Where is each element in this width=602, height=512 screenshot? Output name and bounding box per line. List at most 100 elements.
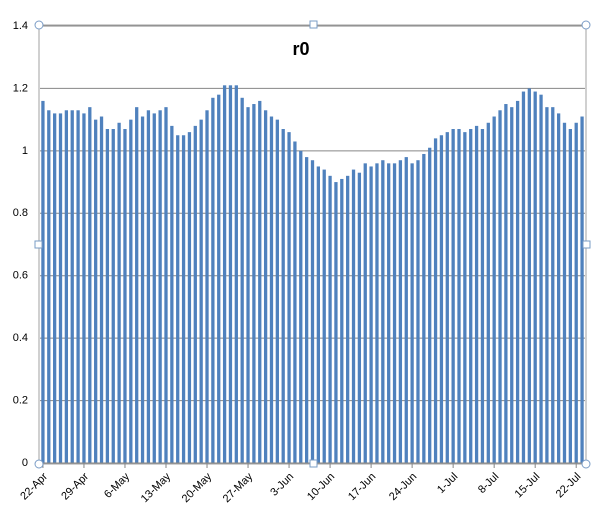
x-tick-label: 24-Jun <box>387 471 419 503</box>
selection-handles <box>34 20 591 469</box>
bar <box>269 116 274 464</box>
bar <box>381 160 385 463</box>
bar <box>222 85 227 464</box>
bar <box>53 113 57 464</box>
bar <box>117 122 121 463</box>
bar <box>263 110 268 464</box>
chart-title: r0 <box>292 39 309 59</box>
bar <box>111 129 115 463</box>
bar <box>416 160 420 463</box>
bar <box>82 113 86 464</box>
y-tick-label: 1.2 <box>13 82 28 94</box>
bar <box>498 110 502 464</box>
bar <box>70 110 74 464</box>
x-tick-label: 10-Jun <box>305 471 337 503</box>
bar <box>170 125 174 463</box>
bar <box>41 100 45 464</box>
bar <box>76 110 80 464</box>
x-tick-label: 20-May <box>180 470 215 505</box>
bar <box>187 132 192 463</box>
bar <box>293 141 297 463</box>
bar <box>387 163 391 464</box>
bar <box>64 110 69 464</box>
x-tick-label: 15-Jul <box>513 471 543 501</box>
bar <box>404 157 408 463</box>
bar <box>123 129 127 463</box>
x-tick-label: 17-Jun <box>346 471 378 503</box>
bar <box>474 125 479 463</box>
bar <box>146 110 151 464</box>
bar <box>205 110 209 464</box>
bar <box>281 129 285 463</box>
bar <box>94 119 98 464</box>
bar <box>58 113 63 464</box>
bar <box>164 107 168 464</box>
x-tick-label: 22-Jul <box>554 471 584 501</box>
bar <box>140 116 145 464</box>
bar <box>492 116 496 464</box>
bar <box>351 169 356 464</box>
bar <box>47 110 51 464</box>
bar <box>334 182 338 464</box>
bar <box>105 129 110 463</box>
bar <box>545 107 549 464</box>
y-tick-label: 0 <box>22 457 28 469</box>
bar <box>410 163 414 464</box>
bar <box>228 85 233 464</box>
bar <box>193 125 197 463</box>
bar <box>252 104 256 464</box>
y-tick-label: 0.6 <box>13 270 28 282</box>
bar <box>322 169 326 464</box>
bar <box>369 166 373 463</box>
bar <box>398 160 403 463</box>
bar <box>521 91 526 464</box>
bar <box>363 163 367 464</box>
bar <box>340 178 344 463</box>
bar <box>234 85 238 464</box>
bar <box>275 119 279 464</box>
bar <box>533 91 537 464</box>
x-tick-label: 1-Jul <box>435 471 460 496</box>
x-tick-label: 13-May <box>139 470 174 505</box>
bar <box>99 116 104 464</box>
bar <box>510 107 514 464</box>
bar <box>158 110 162 464</box>
bar <box>539 94 543 464</box>
bar <box>574 122 578 463</box>
bar <box>515 100 520 464</box>
bar <box>469 129 473 463</box>
bar <box>199 119 203 464</box>
bar <box>551 107 555 464</box>
bar <box>287 132 291 463</box>
bar <box>422 153 426 463</box>
y-tick-label: 0.8 <box>13 207 28 219</box>
x-tick-label: 27-May <box>221 470 256 505</box>
bar <box>152 113 156 464</box>
bar <box>310 160 315 463</box>
bar <box>181 135 186 463</box>
bar <box>562 122 567 463</box>
bar <box>580 116 584 464</box>
bar <box>486 122 490 463</box>
bar <box>240 97 244 464</box>
bar <box>504 104 508 464</box>
bar <box>299 150 303 463</box>
bar <box>556 113 561 464</box>
bar <box>463 132 467 463</box>
bar <box>451 129 455 463</box>
bar <box>316 166 321 463</box>
x-tick-label: 22-Apr <box>18 470 50 502</box>
bar <box>246 107 250 464</box>
bar <box>568 129 572 463</box>
bar <box>439 135 444 463</box>
bar <box>88 107 92 464</box>
bar <box>346 175 350 464</box>
bar <box>433 138 438 463</box>
bar <box>480 129 485 463</box>
bar <box>428 147 432 463</box>
bar <box>129 119 133 464</box>
bar <box>211 97 215 464</box>
bar <box>304 157 309 463</box>
y-tick-label: 0.4 <box>13 332 28 344</box>
x-tick-label: 6-May <box>102 470 132 500</box>
